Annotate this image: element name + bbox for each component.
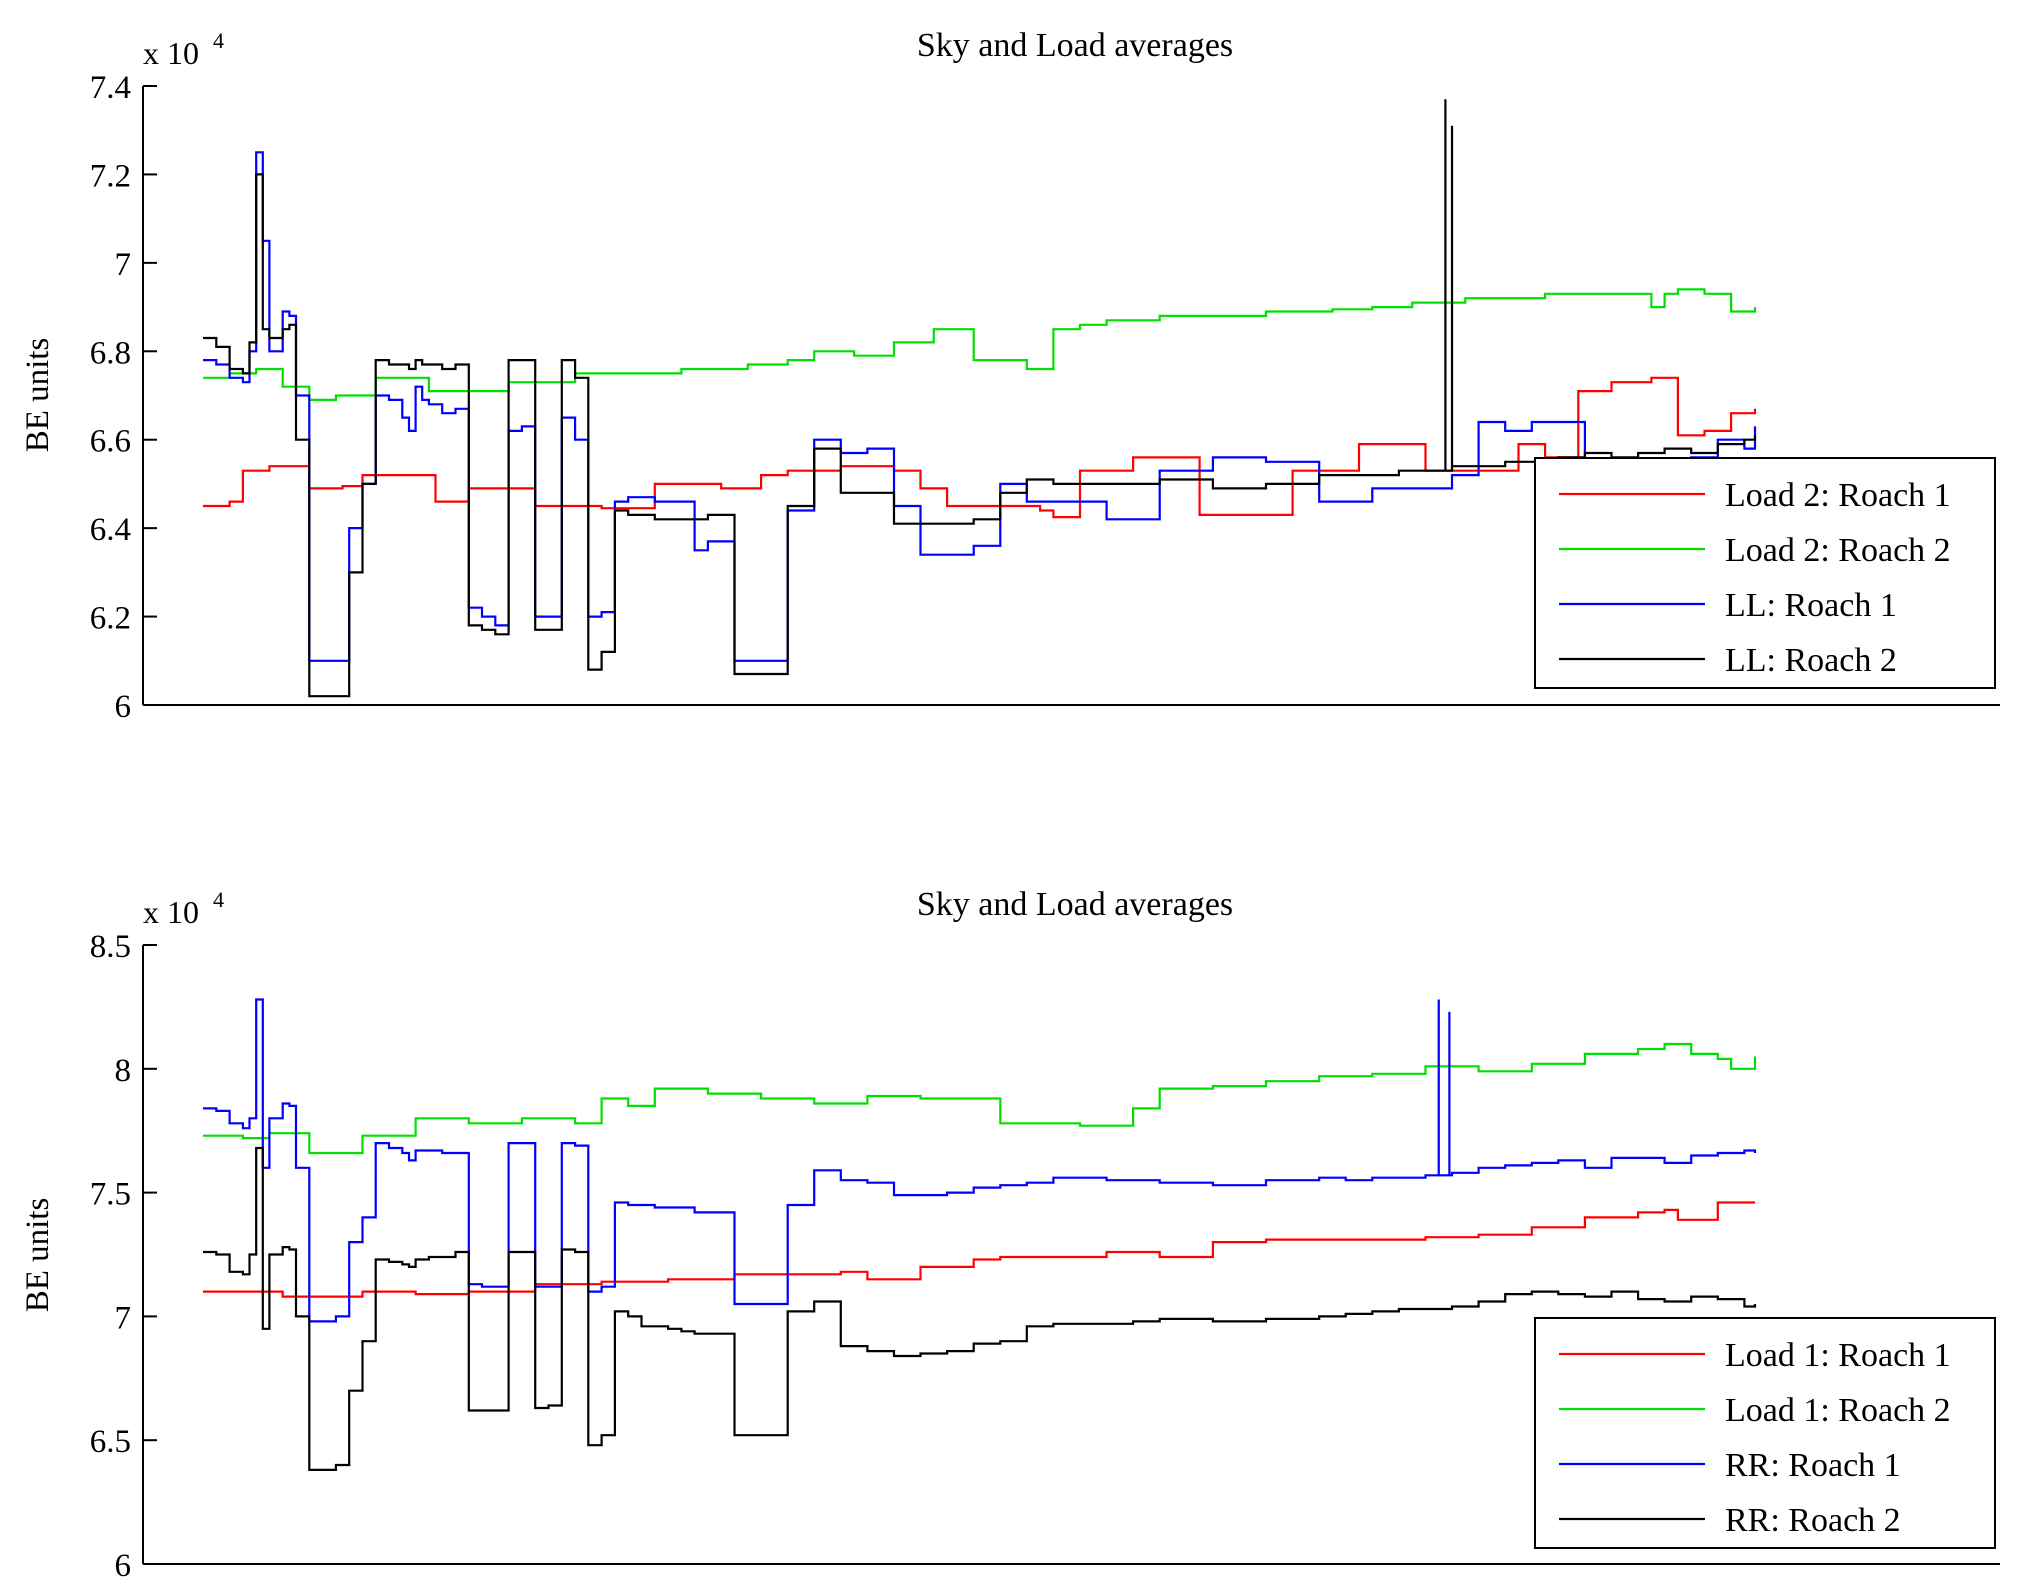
y-tick-label: 7.4 xyxy=(90,70,131,106)
y-multiplier: x 10 xyxy=(143,894,199,930)
legend-box xyxy=(1534,1317,1996,1549)
series-line-2 xyxy=(203,1042,1757,1155)
legend-entry: Load 2: Roach 2 xyxy=(1725,532,1951,569)
series-line-4 xyxy=(203,1146,1757,1471)
legend-box xyxy=(1534,457,1996,689)
y-tick-label: 6.5 xyxy=(90,1424,131,1460)
legend: Load 2: Roach 1 Load 2: Roach 2 LL: Roach … xyxy=(1534,457,1996,689)
y-tick-label: 6 xyxy=(115,1548,132,1584)
y-tick-label: 7.2 xyxy=(90,158,131,194)
series-line-2 xyxy=(203,288,1757,401)
y-tick-label: 8.5 xyxy=(90,929,131,965)
plot-area xyxy=(203,99,1757,698)
series-line-3 xyxy=(203,151,1757,662)
y-tick-label: 6.2 xyxy=(90,601,131,637)
chart-title: Sky and Load averages xyxy=(917,27,1233,64)
series-line-3 xyxy=(203,998,1757,1323)
y-multiplier-exponent: 4 xyxy=(213,887,224,912)
chart-bottom: Sky and Load averages x 10 4 BE units 66… xyxy=(20,886,2000,1584)
y-tick-label: 7.5 xyxy=(90,1177,131,1213)
series-line-4 xyxy=(203,173,1757,698)
y-ticks: 6 6.5 7 7.5 8 8.5 xyxy=(90,929,157,1584)
y-axis-label: BE units xyxy=(20,1198,56,1313)
y-tick-label: 6.6 xyxy=(90,424,131,460)
series-line-1 xyxy=(203,1201,1755,1298)
legend-entry: LL: Roach 1 xyxy=(1725,587,1897,624)
y-multiplier: x 10 xyxy=(143,35,199,71)
y-tick-label: 6 xyxy=(115,689,132,725)
legend-entry: RR: Roach 1 xyxy=(1725,1447,1901,1484)
y-tick-label: 7 xyxy=(115,1300,132,1336)
y-multiplier-exponent: 4 xyxy=(213,28,224,53)
chart-title: Sky and Load averages xyxy=(917,886,1233,923)
y-tick-label: 6.4 xyxy=(90,512,131,548)
chart-top: Sky and Load averages x 10 4 BE units 66… xyxy=(20,27,2000,725)
y-ticks: 6 6.2 6.4 6.6 6.8 7 7.2 7.4 xyxy=(90,70,157,725)
legend-entry: RR: Roach 2 xyxy=(1725,1502,1901,1539)
legend-entry: Load 1: Roach 1 xyxy=(1725,1337,1951,1374)
legend-entry: LL: Roach 2 xyxy=(1725,642,1897,679)
y-axis-label: BE units xyxy=(20,338,56,453)
y-tick-label: 6.8 xyxy=(90,335,131,371)
plot-area xyxy=(203,998,1757,1471)
legend-entry: Load 2: Roach 1 xyxy=(1725,477,1951,514)
y-tick-label: 7 xyxy=(115,247,132,283)
series-line-1 xyxy=(203,376,1757,519)
legend: Load 1: Roach 1 Load 1: Roach 2 RR: Roach … xyxy=(1534,1317,1996,1549)
legend-entry: Load 1: Roach 2 xyxy=(1725,1392,1951,1429)
y-tick-label: 8 xyxy=(115,1053,132,1089)
